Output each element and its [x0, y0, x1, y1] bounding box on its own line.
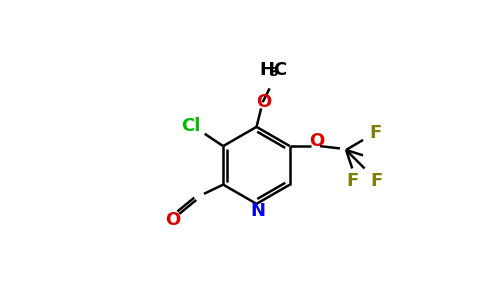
Text: F: F [371, 172, 383, 190]
Text: F: F [346, 172, 358, 190]
Text: O: O [166, 211, 181, 229]
Text: F: F [369, 124, 381, 142]
Text: C: C [273, 61, 286, 79]
Text: Cl: Cl [181, 117, 200, 135]
Text: N: N [251, 202, 266, 220]
Text: O: O [257, 93, 272, 111]
Text: H: H [260, 61, 275, 79]
Text: O: O [309, 133, 324, 151]
Text: 3: 3 [269, 67, 278, 80]
